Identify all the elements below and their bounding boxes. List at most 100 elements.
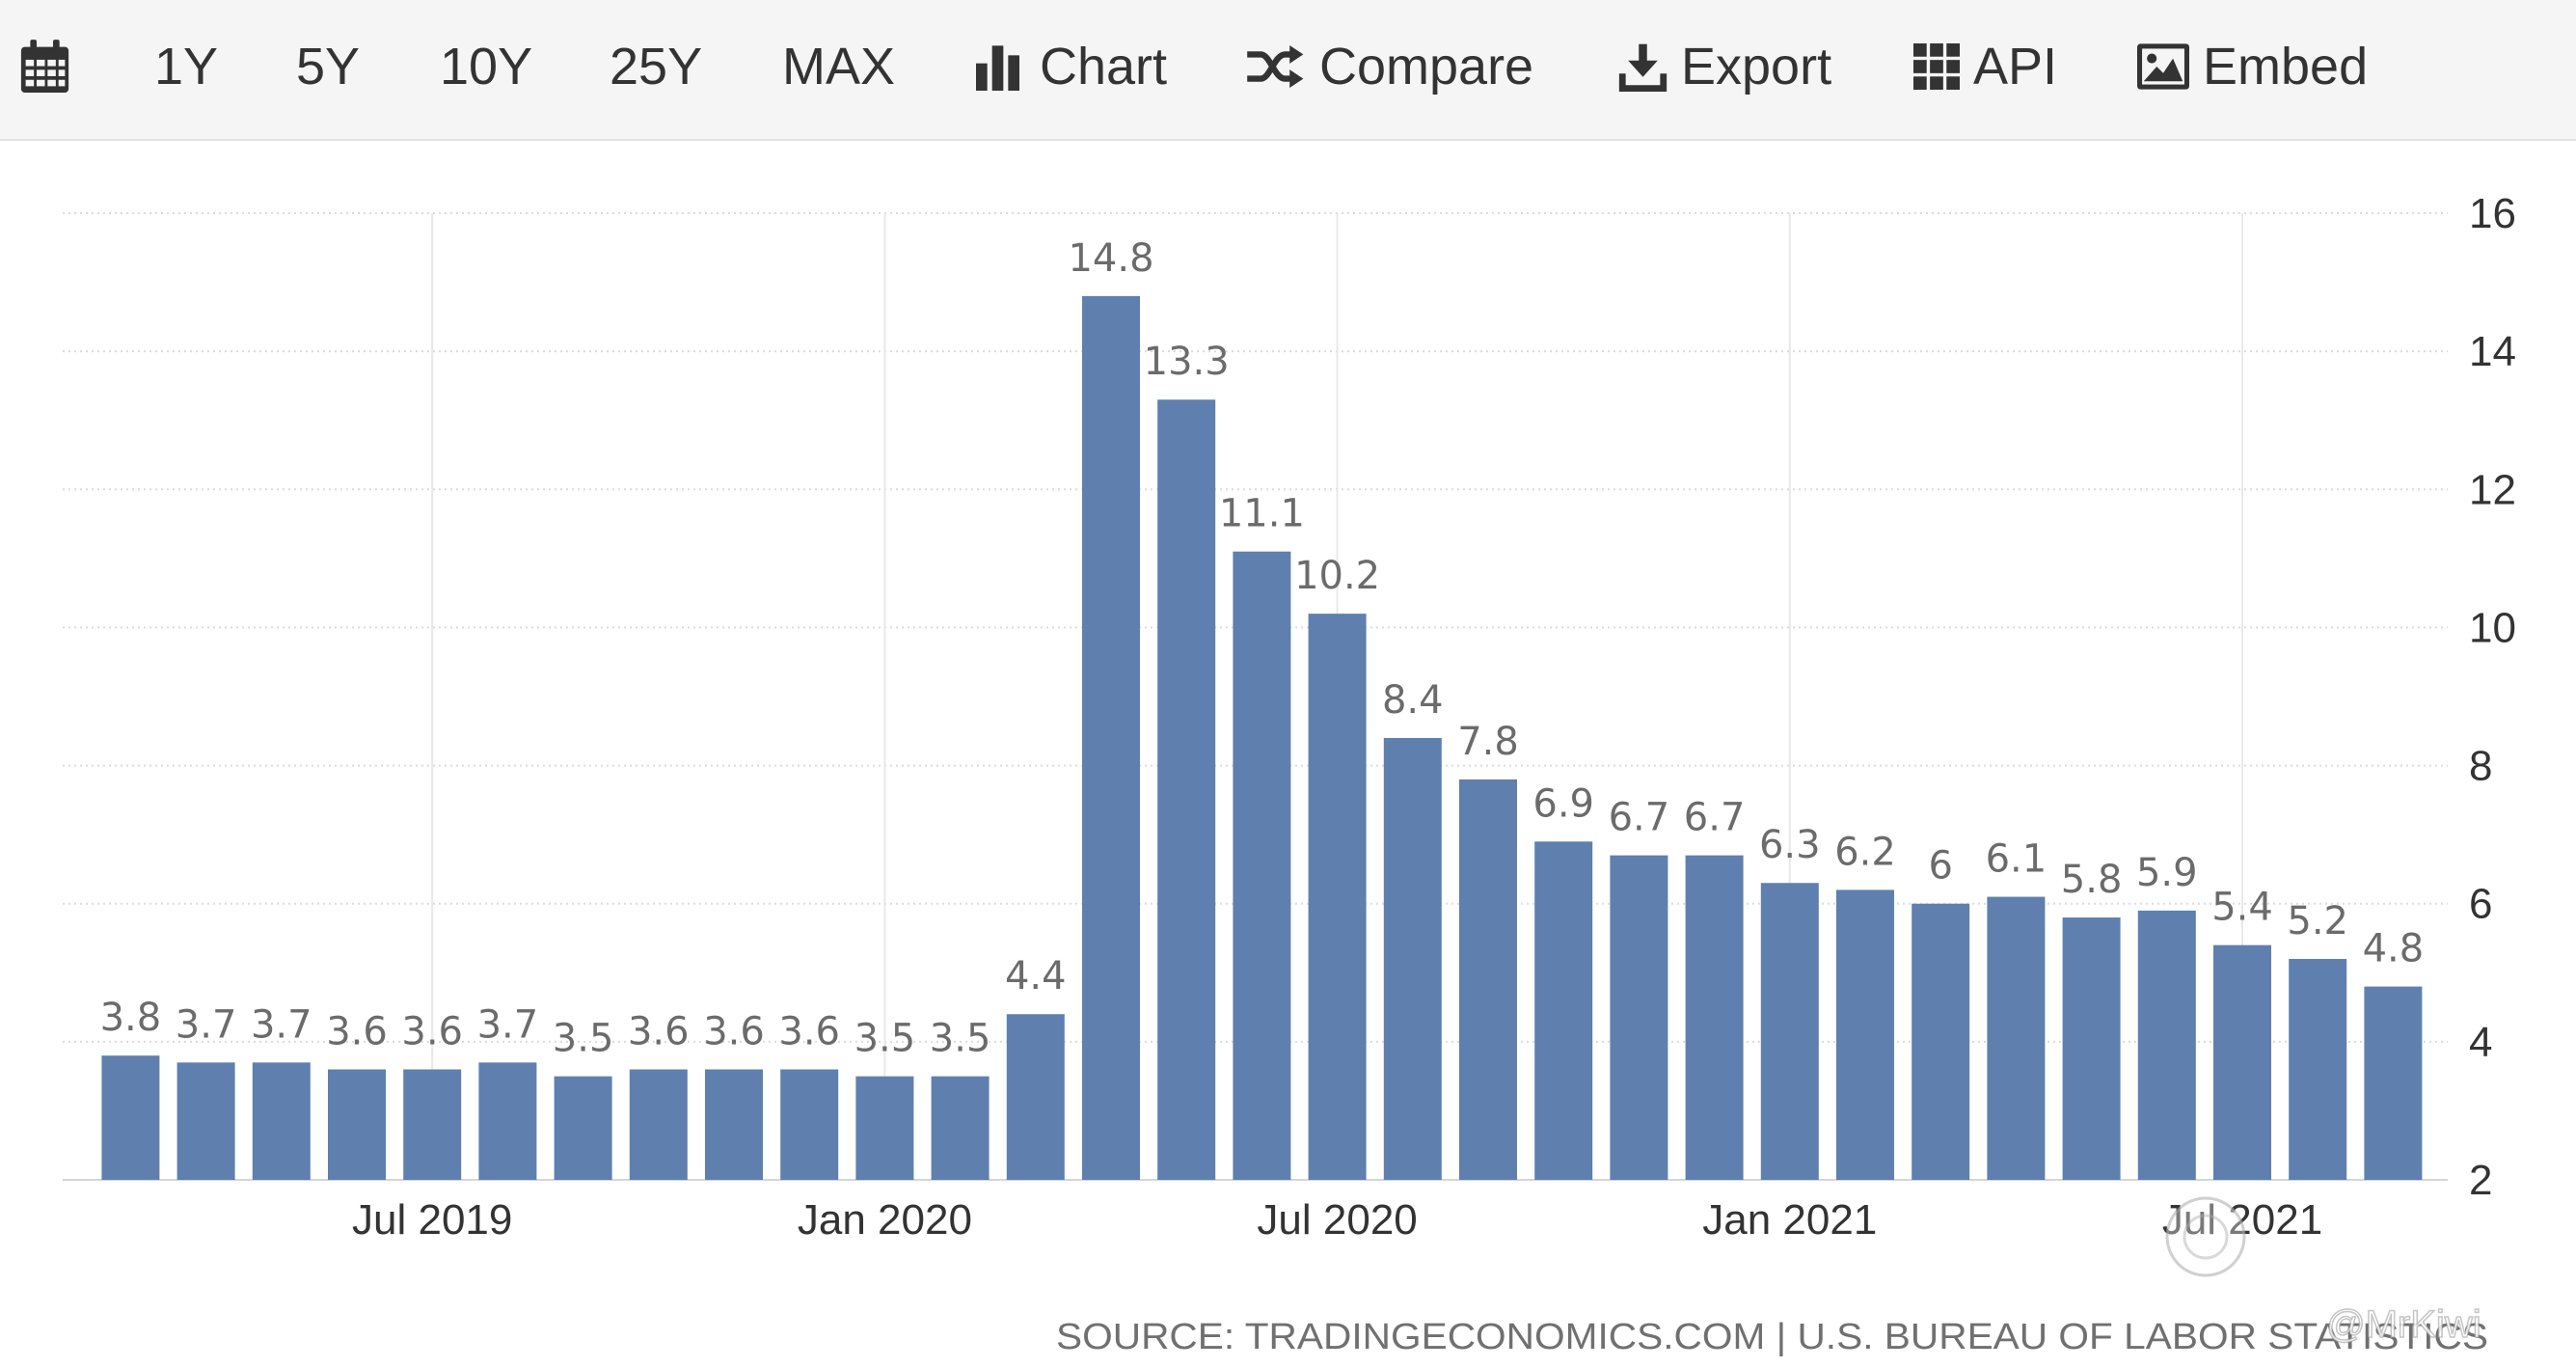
data-label: 5.9 — [2136, 851, 2198, 895]
range-max-label[interactable]: MAX — [782, 38, 896, 96]
chart-button-label[interactable]: Chart — [1040, 38, 1168, 96]
range-10y-label[interactable]: 10Y — [440, 38, 533, 96]
bar[interactable] — [478, 1062, 537, 1180]
data-label: 6.7 — [1684, 796, 1746, 840]
bar[interactable] — [1534, 841, 1593, 1180]
calendar-icon[interactable] — [19, 39, 70, 95]
bar[interactable] — [1006, 1014, 1065, 1180]
grid-icon[interactable] — [1913, 43, 1960, 90]
x-tick-label: Jul 2019 — [352, 1196, 512, 1244]
compare-button-label[interactable]: Compare — [1319, 38, 1534, 96]
bar[interactable] — [252, 1062, 311, 1180]
range-1y-button[interactable]: 1Y — [154, 0, 218, 133]
data-label: 7.8 — [1457, 720, 1519, 764]
bar[interactable] — [176, 1062, 235, 1180]
data-label: 3.6 — [778, 1009, 840, 1053]
data-label: 10.2 — [1294, 554, 1380, 598]
chart-toolbar: 1Y 5Y 10Y 25Y MAX Chart Com — [0, 0, 2576, 141]
bar[interactable] — [1912, 903, 1970, 1180]
compare-button[interactable]: Compare — [1243, 0, 1533, 133]
data-label: 3.5 — [930, 1017, 991, 1061]
bar-chart-icon[interactable] — [974, 42, 1026, 91]
range-25y-label[interactable]: 25Y — [610, 38, 703, 96]
bar[interactable] — [1459, 779, 1517, 1180]
watermark: @MrKiwi — [2165, 1196, 2481, 1347]
bar[interactable] — [101, 1055, 160, 1180]
image-icon[interactable] — [2137, 43, 2189, 90]
bar[interactable] — [2213, 944, 2271, 1180]
bar[interactable] — [2364, 986, 2423, 1180]
data-label: 3.6 — [326, 1009, 388, 1053]
range-25y-button[interactable]: 25Y — [610, 0, 702, 133]
data-label: 6.1 — [1986, 837, 2047, 882]
bar[interactable] — [1685, 855, 1744, 1180]
bar[interactable] — [1610, 855, 1668, 1180]
data-label: 6.7 — [1609, 796, 1670, 840]
x-tick-label: Jan 2021 — [1702, 1196, 1877, 1244]
bar[interactable] — [1233, 551, 1291, 1180]
calendar-button[interactable] — [19, 0, 84, 133]
data-label: 3.6 — [401, 1009, 463, 1053]
data-label: 4.4 — [1005, 954, 1067, 999]
watermark-logo — [2165, 1196, 2246, 1277]
embed-button-label[interactable]: Embed — [2203, 38, 2369, 96]
bar[interactable] — [403, 1069, 462, 1180]
data-label: 6.3 — [1759, 823, 1821, 867]
y-tick-label: 6 — [2469, 881, 2492, 928]
data-label: 11.1 — [1219, 492, 1305, 536]
embed-button[interactable]: Embed — [2137, 0, 2368, 133]
bar[interactable] — [1383, 737, 1442, 1180]
range-max-button[interactable]: MAX — [782, 0, 895, 133]
chart-button[interactable]: Chart — [974, 0, 1167, 133]
bar[interactable] — [1308, 614, 1367, 1180]
bar[interactable] — [931, 1076, 990, 1180]
export-button-label[interactable]: Export — [1681, 38, 1832, 96]
bar[interactable] — [629, 1069, 688, 1180]
y-tick-label: 8 — [2469, 743, 2492, 790]
watermark-handle: @MrKiwi — [2326, 1303, 2481, 1346]
bar[interactable] — [2289, 958, 2347, 1180]
data-label: 3.7 — [251, 1002, 312, 1047]
y-tick-label: 14 — [2469, 328, 2516, 375]
range-5y-button[interactable]: 5Y — [296, 0, 360, 133]
data-label: 5.8 — [2061, 858, 2123, 902]
bar[interactable] — [2062, 917, 2121, 1180]
data-label: 13.3 — [1144, 340, 1230, 384]
bar[interactable] — [328, 1069, 386, 1180]
data-label: 6.9 — [1532, 781, 1594, 826]
data-label: 8.4 — [1382, 678, 1444, 723]
range-5y-label[interactable]: 5Y — [296, 38, 361, 96]
data-label: 3.8 — [100, 996, 162, 1040]
data-label: 6.2 — [1834, 830, 1896, 874]
download-icon[interactable] — [1618, 42, 1668, 92]
bar[interactable] — [1760, 883, 1819, 1180]
bar[interactable] — [1987, 896, 2046, 1180]
shuffle-icon[interactable] — [1243, 45, 1306, 88]
watermark-logo-inner — [2183, 1214, 2229, 1260]
api-button-label[interactable]: API — [1973, 38, 2058, 96]
export-button[interactable]: Export — [1618, 0, 1831, 133]
source-note: SOURCE: TRADINGECONOMICS.COM | U.S. BURE… — [1056, 1317, 2488, 1357]
data-label: 3.7 — [477, 1002, 539, 1047]
y-tick-label: 4 — [2469, 1019, 2492, 1066]
bar[interactable] — [1082, 295, 1140, 1180]
data-label: 3.6 — [628, 1009, 690, 1053]
bar[interactable] — [2137, 910, 2196, 1180]
api-button[interactable]: API — [1913, 0, 2057, 133]
bars — [101, 295, 2423, 1180]
bar[interactable] — [705, 1069, 763, 1180]
bar[interactable] — [1836, 889, 1894, 1180]
data-label: 3.7 — [176, 1002, 237, 1047]
data-label: 14.8 — [1068, 236, 1153, 281]
bar[interactable] — [554, 1076, 612, 1180]
data-labels: 3.8 3.7 3.7 3.6 3.6 3.7 3.5 3.6 3.6 3.6 3.5 3.5 4.4 1… — [100, 236, 2425, 1061]
bar[interactable] — [780, 1069, 839, 1180]
range-10y-button[interactable]: 10Y — [440, 0, 532, 133]
bar[interactable] — [855, 1076, 914, 1180]
range-1y-label[interactable]: 1Y — [154, 38, 219, 96]
axes: 2 4 6 8 10 12 14 16 Jul 2019 Jan 2020 Jul 2020 Jan … — [352, 190, 2516, 1244]
y-tick-label: 12 — [2469, 466, 2516, 513]
bar[interactable] — [1157, 399, 1216, 1180]
data-label: 5.4 — [2211, 886, 2273, 930]
